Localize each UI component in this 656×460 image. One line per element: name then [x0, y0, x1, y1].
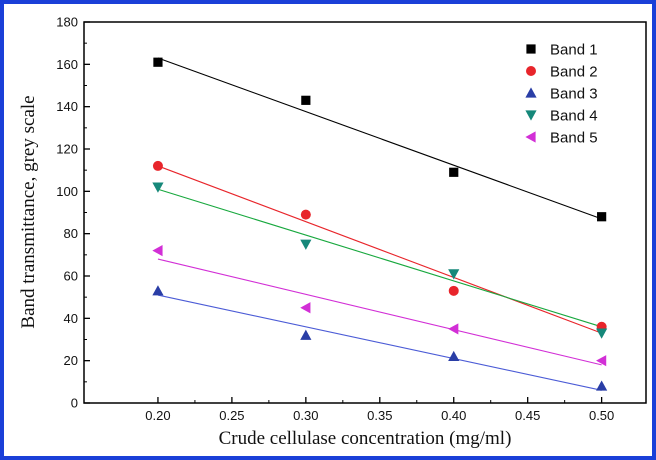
data-point-band-2	[152, 160, 163, 171]
data-point-band-4	[596, 328, 608, 339]
legend-marker-band-4	[525, 110, 537, 121]
data-point-band-3	[152, 285, 164, 296]
legend-marker-band-1	[526, 44, 536, 54]
y-axis-label: Band transmittance, grey scale	[18, 95, 39, 328]
legend-label-band-3: Band 3	[550, 86, 598, 103]
data-point-band-5	[152, 245, 163, 257]
fit-line-band-4	[157, 188, 602, 328]
data-point-band-4	[152, 182, 164, 193]
legend-label-band-5: Band 5	[550, 130, 598, 147]
legend-label-band-4: Band 4	[550, 108, 598, 125]
fit-line-band-3	[157, 294, 602, 391]
x-tick-label: 0.20	[145, 408, 170, 423]
fit-line-band-2	[157, 165, 602, 334]
data-point-band-2	[300, 209, 311, 220]
legend-marker-band-2	[526, 66, 536, 76]
y-tick-label: 20	[64, 353, 78, 368]
y-tick-label: 100	[56, 184, 78, 199]
data-point-band-5	[300, 302, 311, 314]
legend-marker-band-5	[525, 131, 536, 143]
data-point-band-5	[448, 323, 459, 335]
data-point-band-1	[153, 57, 163, 67]
axis-ticks: 0.20 0.25 0.30 0.35 0.40 0.45 0.50 0 20 40 60 80 100…	[56, 15, 614, 424]
data-point-band-1	[301, 95, 311, 105]
legend-label-band-2: Band 2	[550, 64, 598, 81]
x-tick-label: 0.35	[367, 408, 392, 423]
scatter-chart: 0.20 0.25 0.30 0.35 0.40 0.45 0.50 0 20 40 60 80 100…	[18, 15, 647, 449]
y-tick-label: 0	[71, 396, 78, 411]
data-points	[152, 57, 608, 391]
legend-marker-band-3	[525, 87, 537, 98]
fit-lines	[157, 57, 602, 391]
data-point-band-4	[448, 269, 460, 280]
data-point-band-3	[596, 380, 608, 391]
x-tick-label: 0.40	[441, 408, 466, 423]
data-point-band-3	[300, 329, 312, 340]
x-tick-label: 0.50	[589, 408, 614, 423]
data-point-band-1	[449, 167, 459, 177]
data-point-band-3	[448, 350, 460, 362]
x-axis-label: Crude cellulase concentration (mg/ml)	[219, 428, 512, 449]
data-point-band-5	[596, 355, 607, 367]
fit-line-band-1	[157, 57, 602, 220]
data-point-band-2	[448, 285, 459, 296]
x-tick-label: 0.30	[293, 408, 318, 423]
x-tick-label: 0.45	[515, 408, 540, 423]
legend: Band 1 Band 2 Band 3 Band 4 Band 5	[525, 42, 598, 147]
y-tick-label: 120	[56, 142, 78, 157]
legend-label-band-1: Band 1	[550, 42, 598, 59]
data-point-band-4	[300, 239, 312, 250]
x-tick-label: 0.25	[219, 408, 244, 423]
y-tick-label: 60	[64, 269, 78, 284]
y-tick-label: 40	[64, 311, 78, 326]
y-tick-label: 180	[56, 15, 78, 30]
fit-line-band-5	[157, 258, 602, 366]
data-point-band-1	[597, 212, 607, 222]
y-tick-label: 80	[64, 226, 78, 241]
y-tick-label: 140	[56, 99, 78, 114]
y-tick-label: 160	[56, 57, 78, 72]
